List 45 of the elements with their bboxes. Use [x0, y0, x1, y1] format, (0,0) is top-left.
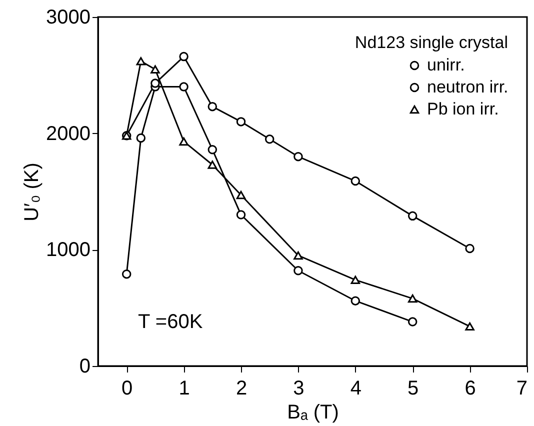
- x-tick-label: 5: [408, 378, 419, 400]
- legend-title: Nd123 single crystal: [354, 33, 508, 52]
- x-tick-label: 6: [464, 378, 476, 400]
- point: [236, 190, 246, 200]
- point: [350, 276, 360, 284]
- point: [294, 251, 303, 260]
- point: [408, 317, 418, 326]
- x-tick-label: 0: [122, 378, 133, 400]
- point: [179, 52, 188, 62]
- point: [408, 294, 418, 303]
- legend-label: neutron irr.: [427, 78, 508, 96]
- y-axis-title: U′₀ (K): [21, 162, 44, 222]
- point: [136, 57, 146, 66]
- point: [150, 65, 160, 74]
- x-tick-label: 2: [236, 378, 248, 400]
- point: [208, 160, 218, 169]
- point: [350, 176, 360, 186]
- point: [179, 82, 188, 92]
- point: [408, 211, 418, 221]
- point: [465, 322, 474, 331]
- legend-label: Pb ion irr.: [427, 100, 499, 118]
- x-axis-title: Bₐ (T): [287, 402, 339, 424]
- y-tick-label: 0: [79, 356, 90, 378]
- point: [236, 210, 246, 220]
- annotation: T =60K: [138, 311, 204, 333]
- point: [294, 152, 303, 162]
- point: [236, 117, 246, 126]
- x-tick-label: 3: [293, 378, 304, 400]
- point: [179, 137, 188, 146]
- point: [208, 145, 218, 154]
- y-tick-label: 3000: [46, 6, 90, 28]
- y-tick-label: 2000: [46, 122, 90, 145]
- y-tick-label: 1000: [46, 239, 90, 262]
- x-tick-label: 1: [178, 378, 190, 400]
- x-tick-label: 7: [516, 378, 528, 400]
- point: [264, 134, 274, 144]
- point: [122, 269, 132, 279]
- point: [465, 244, 474, 254]
- point: [294, 266, 303, 276]
- point: [136, 133, 146, 143]
- legend-label: unirr.: [427, 56, 465, 74]
- point: [150, 78, 160, 88]
- point: [208, 102, 218, 112]
- point: [350, 296, 360, 306]
- x-tick-label: 4: [350, 378, 362, 400]
